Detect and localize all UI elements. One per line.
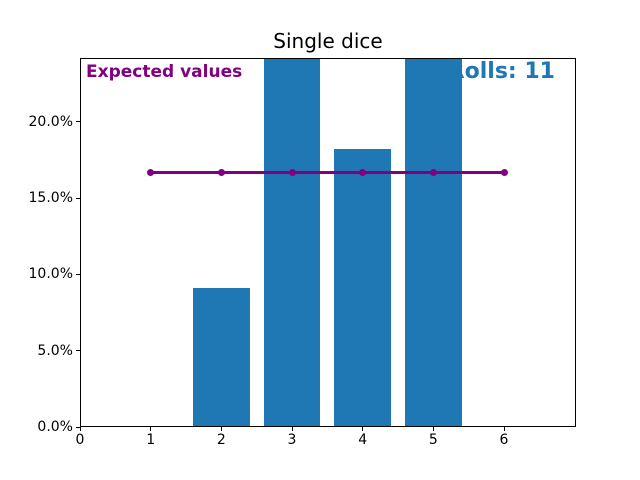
plot-area: Rolls: 11 Expected values bbox=[80, 57, 576, 428]
line-marker-x5 bbox=[429, 168, 437, 176]
ytick-label-5.0%: 5.0% bbox=[37, 342, 73, 359]
expected-value-line bbox=[150, 170, 504, 174]
expected-values-annotation: Expected values bbox=[86, 61, 243, 82]
xtick-mark bbox=[79, 427, 81, 432]
ytick-label-0.0%: 0.0% bbox=[37, 419, 73, 436]
ytick-label-10.0%: 10.0% bbox=[28, 266, 73, 283]
xtick-mark bbox=[220, 427, 222, 432]
bar-face-2 bbox=[193, 288, 250, 428]
xtick-label-3: 3 bbox=[287, 432, 297, 448]
xtick-mark bbox=[150, 427, 152, 432]
xtick-mark bbox=[291, 427, 293, 432]
xtick-label-1: 1 bbox=[146, 432, 156, 448]
xtick-label-0: 0 bbox=[75, 432, 85, 448]
ytick-label-20.0%: 20.0% bbox=[28, 113, 73, 130]
rolls-annotation: Rolls: 11 bbox=[447, 58, 555, 84]
ytick-mark bbox=[76, 273, 80, 275]
xtick-label-4: 4 bbox=[358, 432, 368, 448]
chart-title: Single dice bbox=[273, 29, 383, 53]
line-marker-x1 bbox=[147, 168, 155, 176]
ytick-mark bbox=[76, 121, 80, 123]
bar-face-4 bbox=[334, 149, 391, 428]
xtick-label-2: 2 bbox=[216, 432, 226, 448]
ytick-mark bbox=[76, 426, 80, 428]
xtick-label-6: 6 bbox=[499, 432, 509, 448]
line-marker-x3 bbox=[288, 168, 296, 176]
line-marker-x6 bbox=[500, 168, 508, 176]
xtick-mark bbox=[362, 427, 364, 432]
xtick-mark bbox=[503, 427, 505, 432]
bar-face-3 bbox=[263, 57, 321, 428]
xtick-label-5: 5 bbox=[428, 432, 438, 448]
xtick-mark bbox=[432, 427, 434, 432]
line-marker-x4 bbox=[359, 168, 367, 176]
ytick-mark bbox=[76, 197, 80, 199]
ytick-mark bbox=[76, 350, 80, 352]
ytick-label-15.0%: 15.0% bbox=[28, 190, 73, 207]
bar-face-5 bbox=[405, 57, 462, 428]
line-marker-x2 bbox=[217, 168, 225, 176]
